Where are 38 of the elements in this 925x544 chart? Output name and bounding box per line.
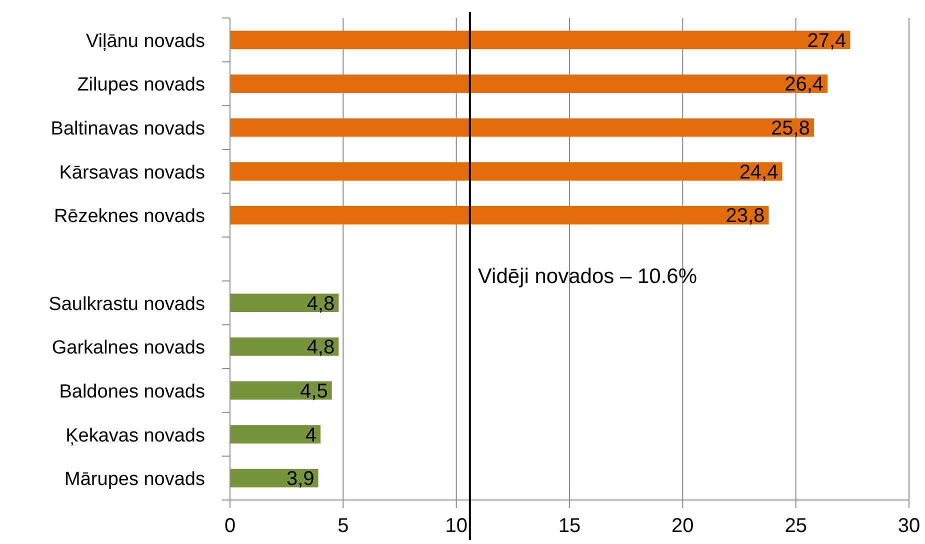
data-label: 3,9: [286, 468, 314, 490]
bar: [230, 468, 318, 488]
data-label: 4: [305, 424, 317, 446]
x-tick-label: 30: [898, 515, 920, 537]
bar: [230, 74, 828, 93]
data-label: 4,8: [306, 292, 335, 315]
x-tick-label: 15: [558, 515, 581, 537]
bar: [230, 337, 339, 356]
x-tick-label: 5: [338, 515, 349, 537]
y-tick-label: Rēzeknes novads: [54, 206, 205, 228]
y-tick-label: Baldones novads: [59, 381, 205, 402]
y-tick-label: Zilupes novads: [77, 74, 205, 96]
data-label: 25,8: [771, 118, 810, 140]
y-tick-label: Kārsavas novads: [59, 162, 205, 184]
x-tick-label: 0: [224, 515, 236, 537]
bar: [230, 30, 850, 50]
bar: [230, 425, 321, 444]
data-label: 27,4: [807, 30, 846, 52]
ref-line-label: Vidēji novados – 10.6%: [478, 264, 698, 288]
x-tick-label: 10: [445, 515, 468, 537]
bar: [230, 162, 782, 181]
x-tick-label: 20: [672, 515, 694, 537]
x-tick-label: 25: [784, 515, 807, 537]
bar: [230, 118, 814, 137]
bar: [230, 206, 769, 224]
bar: [230, 381, 332, 400]
y-tick-label: Garkalnes novads: [52, 338, 205, 359]
data-label: 4,8: [306, 336, 335, 359]
y-tick-label: Ķekavas novads: [66, 425, 205, 446]
y-tick-label: Mārupes novads: [64, 469, 205, 490]
data-label: 4,5: [300, 380, 328, 402]
y-tick-label: Baltinavas novads: [50, 118, 205, 140]
data-label: 24,4: [739, 161, 778, 184]
y-tick-label: Viļānu novads: [86, 30, 205, 52]
bar: [230, 294, 339, 312]
data-label: 26,4: [784, 74, 824, 96]
y-tick-label: Saulkrastu novads: [48, 294, 205, 315]
data-label: 23,8: [726, 205, 765, 228]
